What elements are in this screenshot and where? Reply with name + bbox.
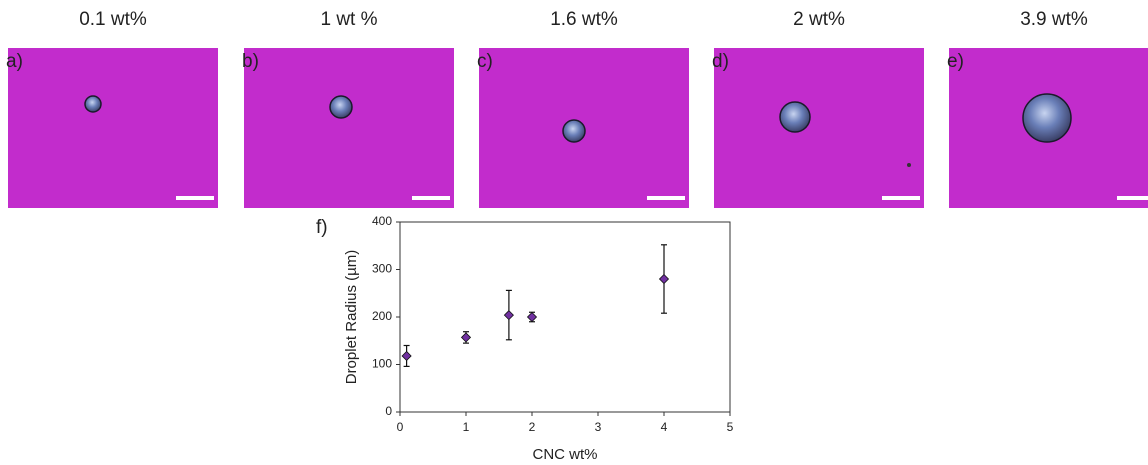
data-point — [503, 310, 514, 321]
y-tick-label: 400 — [372, 214, 392, 228]
y-tick-label: 100 — [372, 357, 392, 371]
scale-bar — [647, 196, 685, 200]
x-tick-label: 4 — [661, 420, 668, 434]
data-point — [526, 311, 538, 323]
plot-frame — [399, 221, 731, 413]
micrograph — [244, 48, 454, 208]
panel-label: c) — [477, 51, 493, 72]
data-point — [401, 350, 412, 362]
droplet — [329, 95, 353, 119]
x-tick-label: 1 — [463, 420, 470, 434]
panel-caption: 1.6 wt% — [550, 9, 618, 30]
panel-caption: 2 wt% — [793, 9, 845, 30]
scale-bar — [1117, 196, 1148, 200]
x-axis-label: CNC wt% — [532, 446, 597, 463]
droplet — [1022, 93, 1072, 143]
droplet — [779, 101, 811, 133]
speck — [907, 163, 911, 167]
droplet — [84, 95, 102, 113]
panel-caption: 0.1 wt% — [79, 9, 147, 30]
x-tick-label: 2 — [529, 420, 536, 434]
panel-label: b) — [242, 51, 259, 72]
scale-bar — [882, 196, 920, 200]
droplet — [562, 119, 586, 143]
y-axis-label: Droplet Radius (µm) — [343, 250, 360, 385]
x-tick-label: 3 — [595, 420, 602, 434]
micrograph — [8, 48, 218, 208]
scale-bar — [412, 196, 450, 200]
panel-label: e) — [947, 51, 964, 72]
micrograph — [714, 48, 924, 208]
x-tick-label: 5 — [727, 420, 734, 434]
panel-caption: 1 wt % — [320, 9, 377, 30]
panel-caption: 3.9 wt% — [1020, 9, 1088, 30]
panel-label: d) — [712, 51, 729, 72]
y-tick-label: 300 — [372, 262, 392, 276]
scale-bar — [176, 196, 214, 200]
y-tick-label: 0 — [385, 404, 392, 418]
y-tick-label: 200 — [372, 309, 392, 323]
data-point — [460, 332, 472, 343]
panel-label: f) — [316, 217, 328, 238]
x-tick-label: 0 — [397, 420, 404, 434]
panel-label: a) — [6, 51, 23, 72]
data-point — [658, 273, 670, 285]
